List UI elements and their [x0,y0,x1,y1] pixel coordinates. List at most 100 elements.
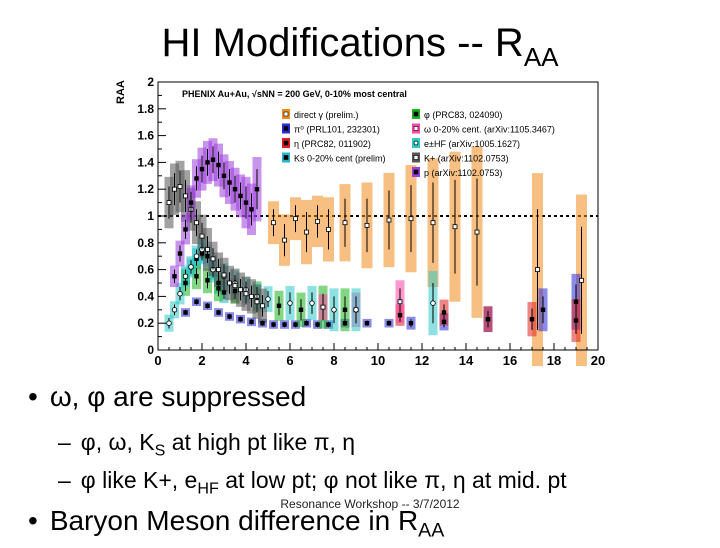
series-1-point [216,310,221,315]
legend-label-0: direct γ (prelim.) [294,110,359,120]
series-8-point [232,187,238,192]
series-2-point [485,316,491,322]
y-tick-label: 1.8 [137,102,154,116]
legend-label-7: K+ (arXiv:1102.0753) [424,154,509,164]
series-4-point [205,278,210,283]
series-0-point [326,226,331,232]
slide-title: HI Modifications -- RAA [0,18,720,82]
legend-label-1: π⁰ (PRL101, 232301) [294,125,380,135]
series-7-point [194,220,199,226]
series-6-point [265,296,271,302]
series-7-point [205,247,210,252]
series-6-point [193,253,200,259]
series-1-point [304,321,309,326]
bullet-1: • ω, φ are suppressed [28,380,306,414]
series-1-point [183,310,188,315]
series-4-point [194,274,199,279]
x-tick-label: 6 [286,353,293,368]
series-6-point [171,307,178,313]
subbullet-1-pre: φ, ω, K [80,429,155,455]
x-tick-label: 20 [591,353,605,368]
series-8-point [216,162,221,168]
series-0-point [452,224,458,230]
x-tick-label: 4 [242,353,250,368]
series-6-point [182,273,189,279]
series-7-point [238,287,243,293]
series-1-point [540,307,546,312]
series-7-point [260,303,265,309]
series-8-point [199,166,205,172]
chart-header: PHENIX Au+Au, √sNN = 200 GeV, 0-10% most… [182,89,407,99]
series-7-point [249,293,254,299]
series-7-point [221,272,227,278]
subbullet-2-post: at low pt; φ not like π, η at mid. pt [218,467,567,493]
series-8-point [238,193,243,199]
series-3-point [221,290,227,295]
series-4-point [216,286,221,291]
legend-marker-1 [283,126,289,131]
x-tick-label: 0 [154,353,161,368]
series-1-point [573,299,579,304]
series-0-point [304,229,309,235]
y-tick-label: 0.4 [137,289,154,303]
series-1-point [205,303,210,308]
bullet-2: • Baryon Meson difference in RAA [28,504,444,548]
series-0-point [430,220,436,226]
y-tick-label: 2 [147,75,154,89]
series-0-point [408,216,414,222]
series-1-point [227,314,232,319]
series-0-point [271,220,276,226]
series-1-point [271,322,276,327]
x-tick-label: 18 [547,353,561,368]
legend-marker-4 [413,111,419,117]
series-7-point [254,299,260,305]
subbullet-dash: – [58,467,71,493]
legend-marker-2 [283,140,289,146]
series-1-point [326,322,331,327]
series-2-point [529,316,535,322]
series-0-point [293,216,298,222]
series-1-point [408,321,414,326]
subbullet-2: – φ like K+, eHF at low pt; φ not like π,… [58,466,567,503]
x-tick-label: 2 [198,353,205,368]
series-8-point [172,274,177,279]
x-tick-label: 10 [371,353,385,368]
legend-marker-3 [283,155,289,160]
bullet-1-text: ω, φ are suppressed [49,381,307,412]
subbullet-1-sub: S [154,441,166,460]
series-8-point [243,200,249,205]
y-tick-label: 0.6 [137,263,154,277]
series-7-point [199,233,205,239]
series-7-point [166,200,172,205]
series-7-point [232,283,238,289]
series-8-point [221,173,227,178]
series-0-point [535,267,540,273]
series-7-point [243,291,249,297]
series-6-point [166,320,172,326]
series-1-point [342,321,348,326]
raa-chart: 0 2 4 6 8 10 12 14 16 18 20 0 0.2 0.4 0.6 0.8 1 1.2 1.4 1.6… [110,74,610,376]
series-8-point [183,227,188,232]
y-tick-label: 1.4 [137,155,154,169]
series-4-point [276,303,282,308]
series-1-point [386,321,392,326]
series-1-point [441,319,447,325]
series-0-point [364,222,370,228]
series-1-point [282,322,287,327]
series-6-point [287,300,293,306]
legend-marker-6 [413,140,419,146]
x-tick-label: 8 [330,353,337,368]
series-7-point [172,186,177,192]
series-6-point [177,291,183,297]
bullet-dot: • [28,505,38,536]
series-0-point [342,220,348,226]
bullet-2-text: Baryon Meson difference in R [49,505,419,536]
subbullet-1: – φ, ω, KS at high pt like π, η [58,428,355,465]
series-0-point [386,217,392,223]
legend-marker-5 [413,126,419,131]
slide-title-subscript: AA [523,42,559,72]
subbullet-2-sub: HF [197,479,219,498]
y-tick-label: 1.6 [137,129,154,143]
footer: Resonance Workshop -- 3/7/2012 [280,497,460,511]
series-1-point [238,316,243,322]
